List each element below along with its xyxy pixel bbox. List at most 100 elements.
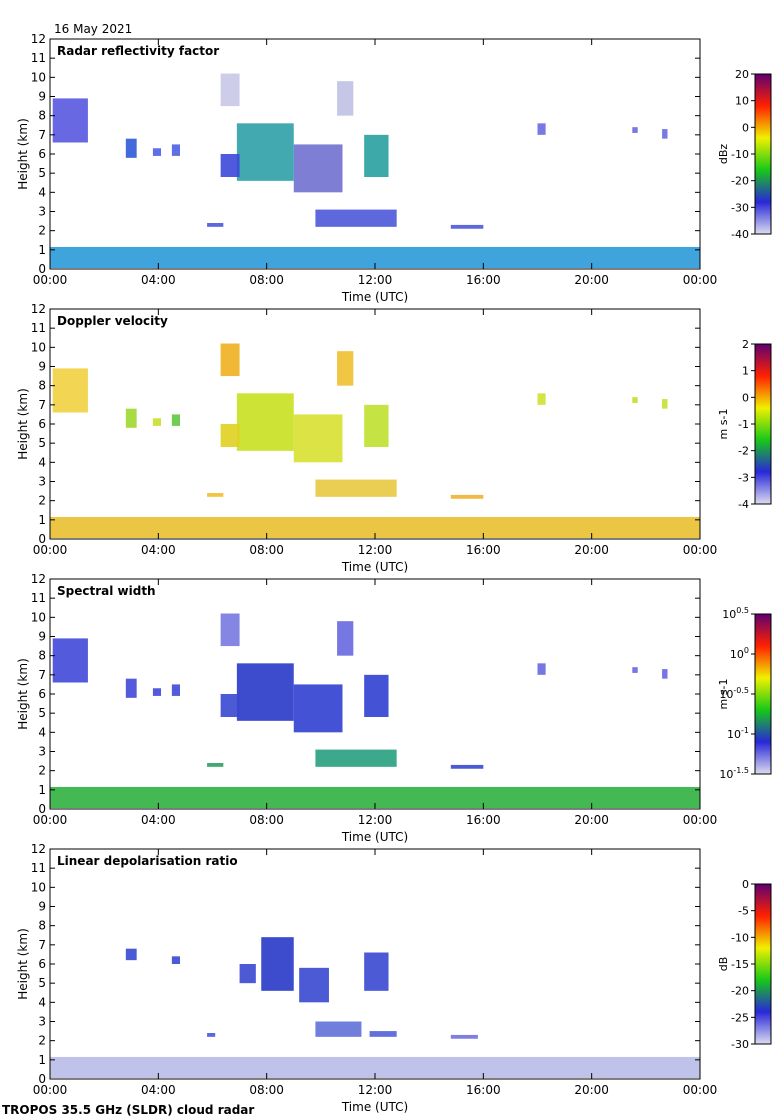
x-tick-label: 00:00 bbox=[33, 813, 68, 827]
panel-title: Radar reflectivity factor bbox=[57, 44, 219, 58]
echo-cell-2 bbox=[52, 638, 88, 683]
y-tick-label: 6 bbox=[38, 147, 46, 161]
y-tick-label: 0 bbox=[38, 1072, 46, 1086]
x-tick-label: 00:00 bbox=[683, 813, 718, 827]
x-axis-label: Time (UTC) bbox=[341, 290, 408, 304]
y-tick-label: 0 bbox=[38, 532, 46, 546]
echo-cell-9 bbox=[293, 414, 343, 463]
colorbar-unit-label: dBz bbox=[717, 144, 730, 165]
colorbar-tick-label: 10-1 bbox=[727, 726, 749, 741]
echo-cell-10 bbox=[337, 621, 354, 656]
panel-title: Spectral width bbox=[57, 584, 156, 598]
y-tick-label: 12 bbox=[31, 302, 46, 316]
colorbar-tick-label: -2 bbox=[738, 445, 749, 458]
y-tick-label: 8 bbox=[38, 379, 46, 393]
panel-title: Linear depolarisation ratio bbox=[57, 854, 238, 868]
echo-cell-12 bbox=[315, 209, 397, 227]
echo-cell-6 bbox=[220, 343, 240, 377]
x-tick-label: 12:00 bbox=[358, 1083, 393, 1097]
echo-cell-10 bbox=[337, 351, 354, 386]
y-tick-label: 4 bbox=[38, 995, 46, 1009]
echo-cell-16 bbox=[632, 667, 638, 673]
x-tick-label: 12:00 bbox=[358, 813, 393, 827]
x-tick-label: 04:00 bbox=[141, 273, 176, 287]
y-tick-label: 10 bbox=[31, 880, 46, 894]
y-tick-label: 4 bbox=[38, 455, 46, 469]
y-tick-label: 6 bbox=[38, 417, 46, 431]
echo-cell-15 bbox=[537, 123, 546, 135]
echo-cell-15 bbox=[537, 663, 546, 675]
colorbar bbox=[754, 73, 772, 235]
echo-cell-9 bbox=[293, 144, 343, 193]
x-tick-label: 16:00 bbox=[466, 813, 501, 827]
y-tick-label: 12 bbox=[31, 32, 46, 46]
echo-cell-1 bbox=[50, 246, 700, 269]
x-tick-label: 00:00 bbox=[33, 273, 68, 287]
echo-cell-16 bbox=[632, 127, 638, 133]
echo-cell-13 bbox=[207, 763, 224, 767]
y-tick-label: 4 bbox=[38, 185, 46, 199]
y-tick-label: 9 bbox=[38, 630, 46, 644]
colorbar-tick-label: 0 bbox=[742, 121, 749, 134]
y-axis-label: Height (km) bbox=[16, 658, 30, 729]
echo-cell-3 bbox=[171, 956, 180, 964]
echo-cell-4 bbox=[152, 688, 162, 696]
y-tick-label: 3 bbox=[38, 745, 46, 759]
colorbar-tick-label: 100.5 bbox=[722, 606, 749, 621]
echo-cell-5 bbox=[171, 684, 180, 696]
echo-cell-11 bbox=[207, 1033, 216, 1037]
y-tick-label: 5 bbox=[38, 976, 46, 990]
echo-cell-12 bbox=[315, 749, 397, 767]
colorbar-unit-label: m s-1 bbox=[717, 679, 730, 710]
x-tick-label: 00:00 bbox=[33, 543, 68, 557]
echo-cell-4 bbox=[152, 418, 162, 426]
echo-cell-14 bbox=[450, 224, 484, 229]
x-tick-label: 08:00 bbox=[249, 273, 284, 287]
colorbar bbox=[754, 613, 772, 775]
echo-cell-5 bbox=[239, 964, 256, 984]
echo-cell-15 bbox=[537, 393, 546, 405]
y-tick-label: 3 bbox=[38, 205, 46, 219]
echo-cell-14 bbox=[450, 764, 484, 769]
echo-cell-6 bbox=[220, 613, 240, 647]
colorbar-tick-label: -30 bbox=[731, 201, 749, 214]
colorbar-tick-label: -20 bbox=[731, 985, 749, 998]
y-tick-label: 0 bbox=[38, 262, 46, 276]
y-tick-label: 2 bbox=[38, 764, 46, 778]
echo-cell-3 bbox=[125, 408, 137, 428]
x-tick-label: 20:00 bbox=[574, 273, 609, 287]
y-tick-label: 5 bbox=[38, 436, 46, 450]
echo-cell-14 bbox=[450, 494, 484, 499]
y-tick-label: 10 bbox=[31, 70, 46, 84]
y-tick-label: 9 bbox=[38, 360, 46, 374]
y-tick-label: 2 bbox=[38, 224, 46, 238]
colorbar-tick-label: -1 bbox=[738, 418, 749, 431]
colorbar-tick-label: 20 bbox=[735, 68, 749, 81]
colorbar-tick-label: 2 bbox=[742, 338, 749, 351]
colorbar-tick-label: -5 bbox=[738, 905, 749, 918]
y-tick-label: 12 bbox=[31, 842, 46, 856]
echo-cell-10 bbox=[450, 1034, 478, 1039]
y-axis-label: Height (km) bbox=[16, 928, 30, 999]
echo-cell-17 bbox=[662, 669, 668, 679]
echo-cell-11 bbox=[364, 134, 389, 177]
x-tick-label: 08:00 bbox=[249, 1083, 284, 1097]
echo-cell-2 bbox=[52, 368, 88, 413]
y-tick-label: 9 bbox=[38, 90, 46, 104]
y-tick-label: 2 bbox=[38, 494, 46, 508]
echo-cell-4 bbox=[261, 937, 294, 991]
colorbar-tick-label: 0 bbox=[742, 878, 749, 891]
echo-cell-9 bbox=[369, 1031, 397, 1037]
echo-cell-11 bbox=[364, 404, 389, 447]
echo-cell-3 bbox=[125, 138, 137, 158]
colorbar-tick-label: -10 bbox=[731, 931, 749, 944]
x-axis-label: Time (UTC) bbox=[341, 560, 408, 574]
echo-cell-7 bbox=[236, 123, 294, 181]
echo-cell-13 bbox=[207, 223, 224, 227]
y-tick-label: 8 bbox=[38, 919, 46, 933]
colorbar-tick-label: -30 bbox=[731, 1038, 749, 1051]
x-axis-label: Time (UTC) bbox=[341, 1100, 408, 1114]
